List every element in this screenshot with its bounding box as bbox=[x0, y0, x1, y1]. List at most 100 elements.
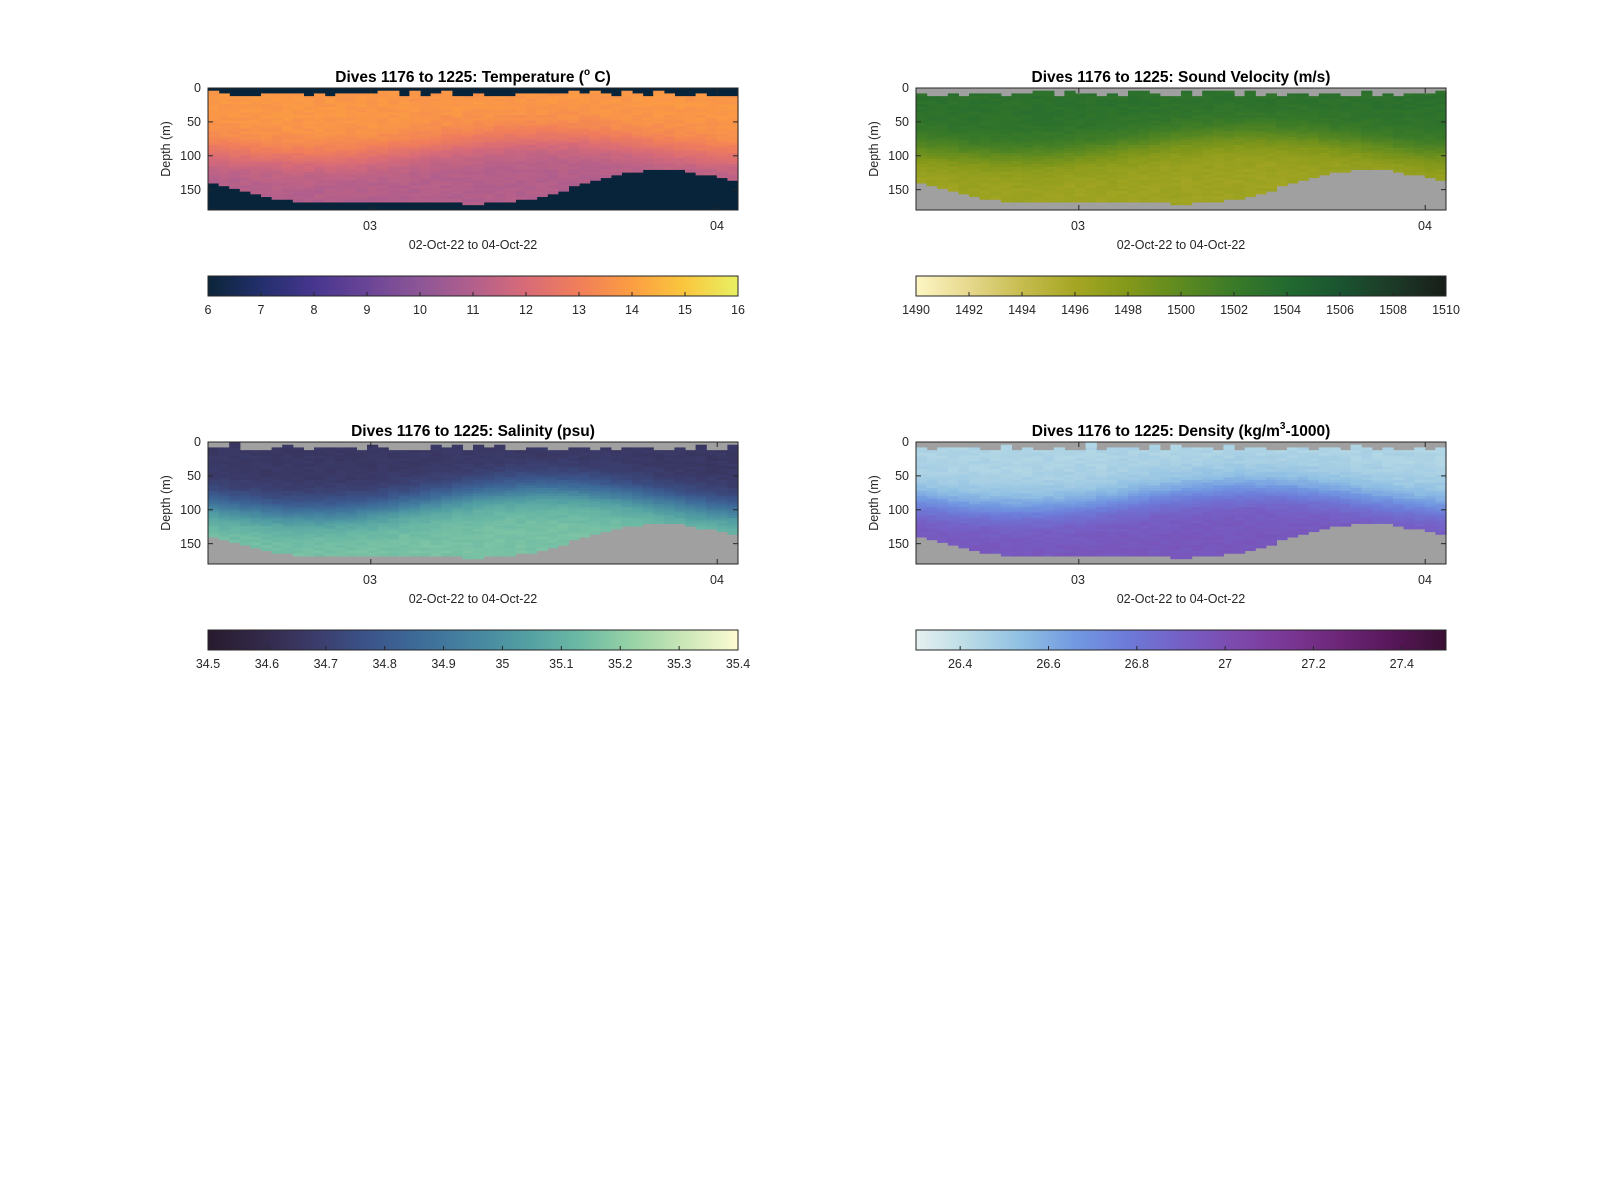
heatmap-cell bbox=[271, 153, 283, 157]
heatmap-cell bbox=[1064, 180, 1076, 184]
heatmap-cell bbox=[409, 185, 421, 189]
heatmap-cell bbox=[250, 185, 262, 189]
heatmap-cell bbox=[1223, 109, 1235, 113]
heatmap-cell bbox=[947, 134, 959, 138]
heatmap-cell bbox=[494, 153, 506, 157]
heatmap-cell bbox=[420, 150, 432, 154]
heatmap-cell bbox=[271, 515, 283, 519]
heatmap-cell bbox=[1244, 93, 1256, 97]
heatmap-cell bbox=[345, 106, 357, 111]
heatmap-cell bbox=[1191, 144, 1203, 149]
heatmap-cell bbox=[1361, 155, 1373, 160]
heatmap-cell bbox=[642, 106, 654, 111]
heatmap-cell bbox=[292, 185, 304, 189]
heatmap-cell bbox=[271, 479, 283, 484]
profile-column bbox=[335, 447, 347, 557]
heatmap-cell bbox=[345, 493, 357, 497]
heatmap-cell bbox=[239, 542, 251, 546]
heatmap-cell bbox=[557, 180, 569, 184]
heatmap-cell bbox=[441, 482, 453, 486]
heatmap-cell bbox=[1053, 191, 1065, 195]
heatmap-cell bbox=[1085, 161, 1097, 165]
heatmap-cell bbox=[218, 174, 230, 179]
heatmap-cell bbox=[335, 115, 347, 119]
heatmap-cell bbox=[1149, 139, 1161, 143]
heatmap-cell bbox=[441, 166, 453, 170]
heatmap-cell bbox=[367, 466, 379, 470]
heatmap-cell bbox=[377, 466, 389, 470]
heatmap-cell bbox=[1085, 172, 1097, 176]
heatmap-cell bbox=[1276, 134, 1288, 138]
heatmap-cell bbox=[345, 447, 357, 451]
heatmap-cell bbox=[536, 115, 548, 119]
heatmap-cell bbox=[1000, 177, 1012, 181]
heatmap-cell bbox=[663, 158, 675, 162]
heatmap-cell bbox=[1106, 177, 1118, 181]
heatmap-cell bbox=[462, 534, 474, 538]
heatmap-cell bbox=[367, 547, 379, 552]
heatmap-cell bbox=[303, 117, 315, 122]
heatmap-cell bbox=[483, 199, 495, 203]
heatmap-cell bbox=[409, 136, 421, 141]
colorbar-tick-label: 1494 bbox=[1008, 303, 1036, 317]
heatmap-cell bbox=[483, 509, 495, 514]
heatmap-cell bbox=[261, 536, 273, 541]
heatmap-cell bbox=[1138, 163, 1150, 168]
heatmap-cell bbox=[727, 172, 739, 176]
heatmap-cell bbox=[1318, 128, 1330, 132]
heatmap-cell bbox=[1181, 185, 1193, 189]
heatmap-cell bbox=[1053, 180, 1065, 184]
heatmap-cell bbox=[356, 477, 368, 481]
heatmap-cell bbox=[979, 104, 991, 108]
heatmap-cell bbox=[674, 117, 686, 122]
heatmap-cell bbox=[1382, 112, 1394, 116]
heatmap-cell bbox=[504, 109, 516, 113]
heatmap-cell bbox=[526, 112, 538, 116]
heatmap-cell bbox=[250, 131, 262, 135]
heatmap-cell bbox=[1075, 101, 1087, 105]
heatmap-cell bbox=[610, 134, 622, 138]
heatmap-cell bbox=[314, 545, 326, 549]
heatmap-cell bbox=[1170, 199, 1182, 203]
heatmap-cell bbox=[1106, 120, 1118, 124]
heatmap-cell bbox=[1096, 174, 1108, 179]
heatmap-cell bbox=[430, 136, 442, 141]
heatmap-cell bbox=[621, 93, 633, 97]
heatmap-cell bbox=[674, 155, 686, 160]
heatmap-cell bbox=[1053, 120, 1065, 124]
heatmap-cell bbox=[515, 180, 527, 184]
heatmap-cell bbox=[1022, 139, 1034, 143]
heatmap-cell bbox=[356, 188, 368, 192]
heatmap-cell bbox=[314, 193, 326, 198]
heatmap-cell bbox=[409, 180, 421, 184]
heatmap-cell bbox=[1106, 199, 1118, 203]
heatmap-cell bbox=[695, 163, 707, 168]
heatmap-cell bbox=[1287, 139, 1299, 143]
heatmap-cell bbox=[261, 150, 273, 154]
heatmap-cell bbox=[1053, 104, 1065, 108]
heatmap-cell bbox=[1297, 155, 1309, 160]
profile-column bbox=[969, 93, 981, 198]
heatmap-cell bbox=[1202, 104, 1214, 108]
heatmap-cell bbox=[271, 528, 283, 533]
heatmap-cell bbox=[1435, 136, 1447, 141]
colorbar-tick-label: 1508 bbox=[1379, 303, 1407, 317]
heatmap-cell bbox=[1403, 128, 1415, 132]
heatmap-cell bbox=[536, 161, 548, 165]
heatmap-cell bbox=[515, 493, 527, 497]
heatmap-cell bbox=[1191, 115, 1203, 119]
heatmap-cell bbox=[969, 142, 981, 146]
heatmap-cell bbox=[250, 455, 262, 459]
heatmap-cell bbox=[1414, 117, 1426, 122]
heatmap-cell bbox=[261, 177, 273, 181]
heatmap-cell bbox=[303, 153, 315, 157]
heatmap-cell bbox=[462, 450, 474, 454]
heatmap-cell bbox=[356, 482, 368, 486]
heatmap-cell bbox=[441, 125, 453, 130]
heatmap-cell bbox=[1382, 104, 1394, 108]
heatmap-cell bbox=[685, 150, 697, 154]
heatmap-cell bbox=[430, 104, 442, 108]
heatmap-cell bbox=[345, 136, 357, 141]
heatmap-cell bbox=[314, 463, 326, 467]
heatmap-cell bbox=[261, 501, 273, 505]
